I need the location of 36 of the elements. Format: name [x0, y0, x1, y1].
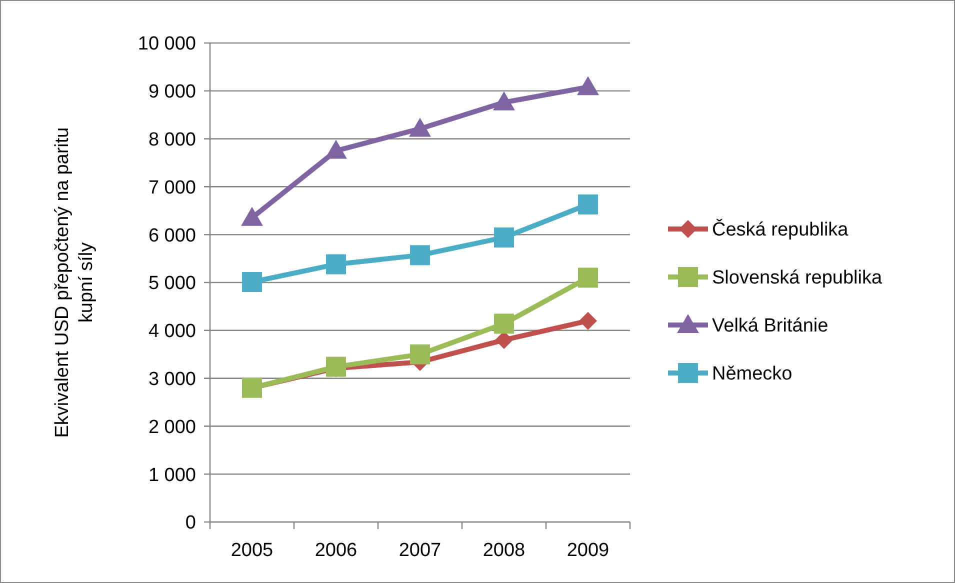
point: [241, 206, 263, 226]
point: [409, 118, 431, 137]
point: [579, 312, 597, 330]
point: [577, 76, 599, 96]
legend-label: Německo: [712, 364, 792, 385]
point: [325, 140, 347, 159]
point: [410, 344, 430, 364]
point: [578, 268, 598, 288]
y-tick-label: 4 000: [148, 321, 196, 342]
point: [410, 245, 430, 266]
x-tick-label: 2009: [566, 540, 610, 561]
y-tick-label: 6 000: [148, 225, 196, 246]
point: [494, 227, 514, 248]
y-tick-label: 8 000: [148, 129, 196, 150]
point: [242, 272, 262, 292]
y-tick-label: 3 000: [148, 368, 196, 390]
legend-label: Slovenská republika: [712, 268, 882, 289]
y-tick-label: 1 000: [148, 464, 196, 486]
y-tick-label: 10 000: [138, 34, 196, 55]
point: [493, 91, 515, 110]
y-axis-title: Ekvivalent USD přepočtený na paritu kupní síly: [52, 127, 97, 438]
x-tick-label: 2006: [314, 540, 358, 561]
x-tick-label: 2005: [230, 540, 274, 561]
y-tick-label: 0: [185, 512, 196, 534]
y-tick-label: 9 000: [148, 82, 196, 103]
x-tick-label: 2008: [482, 540, 526, 561]
legend-label: Česká republika: [712, 218, 849, 241]
point: [326, 254, 346, 274]
y-tick-label: 5 000: [148, 273, 196, 294]
y-tick-label: 7 000: [148, 177, 196, 198]
legend-label: Velká Británie: [712, 316, 828, 337]
y-tick-label: 2 000: [148, 416, 196, 438]
point: [326, 356, 346, 377]
point: [494, 314, 514, 334]
point: [578, 194, 598, 214]
x-tick-label: 2007: [398, 540, 442, 561]
